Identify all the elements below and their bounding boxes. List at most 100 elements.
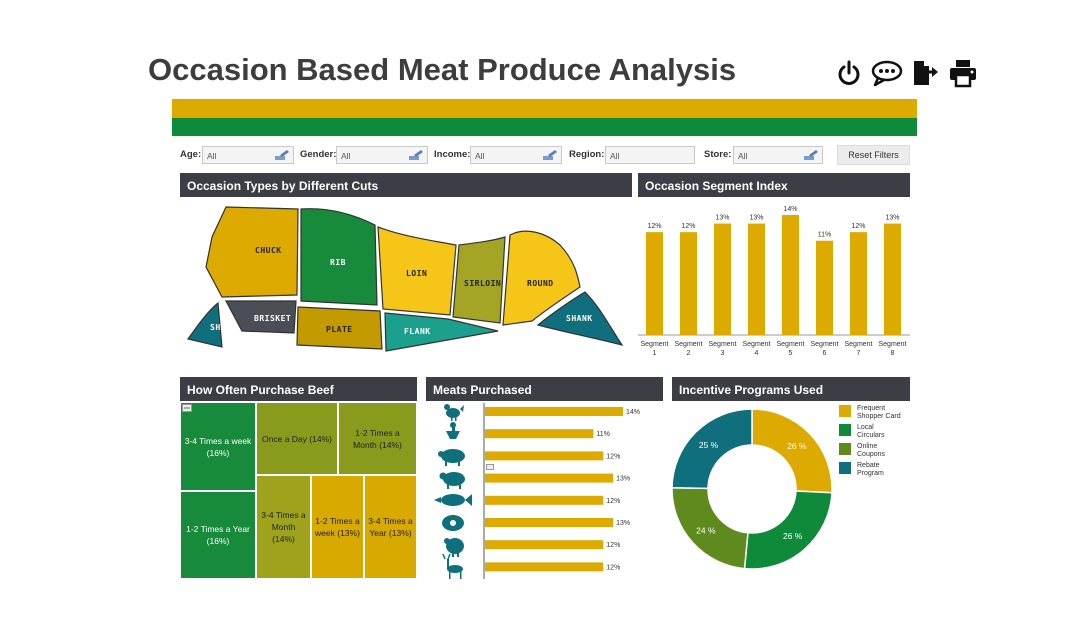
comment-button[interactable] bbox=[870, 56, 904, 90]
segment-tick-label: 2 bbox=[687, 350, 691, 357]
cut-label: SIRLOIN bbox=[464, 279, 501, 288]
segment-bar[interactable] bbox=[714, 223, 731, 335]
segment-tick-label: 5 bbox=[789, 350, 793, 357]
legend-item[interactable]: Frequent Shopper Card bbox=[839, 405, 909, 423]
export-button[interactable] bbox=[908, 56, 942, 90]
cut-round[interactable] bbox=[502, 230, 581, 326]
segment-bar[interactable] bbox=[646, 232, 663, 335]
steak-icon bbox=[442, 515, 464, 531]
cut-chuck[interactable] bbox=[205, 206, 299, 298]
meat-bar[interactable] bbox=[485, 407, 623, 416]
treemap-cell[interactable]: 1-2 Times a Month (14%) bbox=[338, 402, 417, 475]
segment-value-label: 12% bbox=[681, 223, 695, 230]
store-select[interactable]: All bbox=[733, 146, 823, 164]
segment-bar[interactable] bbox=[816, 240, 833, 335]
filter-bar: Age: All Gender: All Income: All Region:… bbox=[180, 144, 912, 166]
donut-slice-label: 26 % bbox=[783, 531, 803, 541]
incentive-donut-chart: 26 % 26 % 24 % 25 % bbox=[671, 408, 833, 570]
meat-bar[interactable] bbox=[485, 429, 594, 439]
beef-cuts-diagram: CHUCK RIB LOIN SIRLOIN ROUND SHANK BRISK… bbox=[186, 206, 624, 352]
legend-item[interactable]: Local Circulars bbox=[839, 424, 909, 442]
age-label: Age: bbox=[180, 149, 202, 160]
reset-filters-button[interactable]: Reset Filters bbox=[837, 145, 910, 165]
donut-slice[interactable] bbox=[751, 408, 833, 494]
treemap-cell[interactable]: 3-4 Times a Month (14%) bbox=[256, 475, 311, 579]
legend-text: Program bbox=[857, 470, 884, 477]
income-select[interactable]: All bbox=[470, 146, 562, 164]
legend-text: Shopper Card bbox=[857, 413, 901, 420]
legend-item[interactable]: Online Coupons bbox=[839, 443, 909, 461]
fish-icon bbox=[434, 494, 472, 506]
meat-value-label: 12% bbox=[606, 542, 620, 549]
segment-panel: 12% Segment 1 12% Segment 2 13% Segment 3 13% Segm… bbox=[638, 197, 910, 362]
region-select[interactable]: All bbox=[605, 146, 695, 164]
page-title: Occasion Based Meat Produce Analysis bbox=[148, 52, 737, 87]
segment-bar[interactable] bbox=[748, 223, 765, 335]
gender-select[interactable]: All bbox=[336, 146, 428, 164]
segment-tick-label: Segment bbox=[742, 341, 770, 348]
treemap-cell[interactable]: Once a Day (14%) bbox=[256, 402, 338, 475]
cut-plate[interactable] bbox=[296, 306, 383, 350]
duck-icon bbox=[446, 422, 460, 439]
legend-swatch bbox=[839, 443, 851, 455]
power-icon bbox=[838, 60, 860, 85]
cut-flank[interactable] bbox=[384, 312, 499, 352]
cut-label: PLATE bbox=[326, 325, 353, 334]
treemap-cell[interactable]: 3-4 Times a week (16%) bbox=[180, 402, 256, 491]
treemap-cell[interactable]: 1-2 Times a Year (16%) bbox=[180, 491, 256, 579]
cut-label: SHANK bbox=[210, 323, 237, 332]
menu-icon[interactable] bbox=[486, 464, 494, 470]
meat-bar[interactable] bbox=[485, 495, 604, 505]
meat-bar[interactable] bbox=[485, 540, 604, 550]
gender-value: All bbox=[341, 151, 351, 161]
segment-tick-label: Segment bbox=[810, 341, 838, 348]
segment-bar[interactable] bbox=[850, 232, 867, 335]
cut-loin[interactable] bbox=[377, 226, 457, 316]
meat-bar[interactable] bbox=[485, 562, 604, 572]
legend-item[interactable]: Rebate Program bbox=[839, 462, 909, 480]
store-label: Store: bbox=[704, 149, 732, 160]
meats-bar-chart: 14% 11% 12% 13% 12% 13% 12% 12% bbox=[434, 403, 640, 579]
region-value: All bbox=[610, 151, 620, 161]
chicken-icon bbox=[444, 404, 464, 421]
toolbar bbox=[832, 56, 980, 90]
cut-rib[interactable] bbox=[300, 208, 378, 306]
cut-label: BRISKET bbox=[254, 314, 291, 323]
segment-tick-label: 7 bbox=[857, 350, 861, 357]
title-bar bbox=[104, 30, 984, 92]
incentive-panel-header: Incentive Programs Used bbox=[672, 377, 910, 401]
meat-bar[interactable] bbox=[485, 518, 614, 527]
cut-brisket[interactable] bbox=[225, 300, 297, 334]
meat-bar[interactable] bbox=[485, 473, 614, 483]
segment-tick-label: Segment bbox=[640, 341, 668, 348]
frequency-treemap: 3-4 Times a week (16%) 1-2 Times a Year … bbox=[180, 402, 417, 579]
segment-tick-label: Segment bbox=[674, 341, 702, 348]
segment-value-label: 13% bbox=[715, 215, 729, 222]
treemap-cell[interactable]: 1-2 Times a week (13%) bbox=[311, 475, 364, 579]
donut-slice[interactable] bbox=[671, 486, 749, 570]
cuts-panel-header: Occasion Types by Different Cuts bbox=[180, 173, 632, 197]
meat-value-label: 14% bbox=[626, 409, 640, 416]
segment-tick-label: 8 bbox=[891, 350, 895, 357]
income-label: Income: bbox=[434, 149, 471, 160]
cut-shank-rear[interactable] bbox=[536, 291, 624, 346]
treemap-cell[interactable]: 3-4 Times a Year (13%) bbox=[364, 475, 417, 579]
incentive-panel: 26 % 26 % 24 % 25 % Frequent Shopper Card L… bbox=[668, 401, 910, 581]
segment-value-label: 12% bbox=[851, 223, 865, 230]
cut-sirloin[interactable] bbox=[452, 236, 506, 324]
segment-bar-chart: 12% Segment 1 12% Segment 2 13% Segment 3 13% Segm… bbox=[638, 206, 910, 357]
cut-shank-front[interactable] bbox=[186, 301, 223, 348]
cut-label: FLANK bbox=[404, 327, 431, 336]
filter-edit-icon bbox=[409, 150, 423, 160]
donut-slice[interactable] bbox=[743, 490, 833, 570]
brand-stripe-green bbox=[172, 118, 917, 136]
age-select[interactable]: All bbox=[202, 146, 294, 164]
segment-bar[interactable] bbox=[680, 232, 697, 335]
menu-icon[interactable] bbox=[182, 404, 192, 412]
segment-bar[interactable] bbox=[884, 223, 901, 335]
donut-slice[interactable] bbox=[671, 408, 753, 490]
print-button[interactable] bbox=[946, 56, 980, 90]
segment-bar[interactable] bbox=[782, 215, 799, 335]
meat-bar[interactable] bbox=[485, 451, 604, 461]
power-button[interactable] bbox=[832, 56, 866, 90]
